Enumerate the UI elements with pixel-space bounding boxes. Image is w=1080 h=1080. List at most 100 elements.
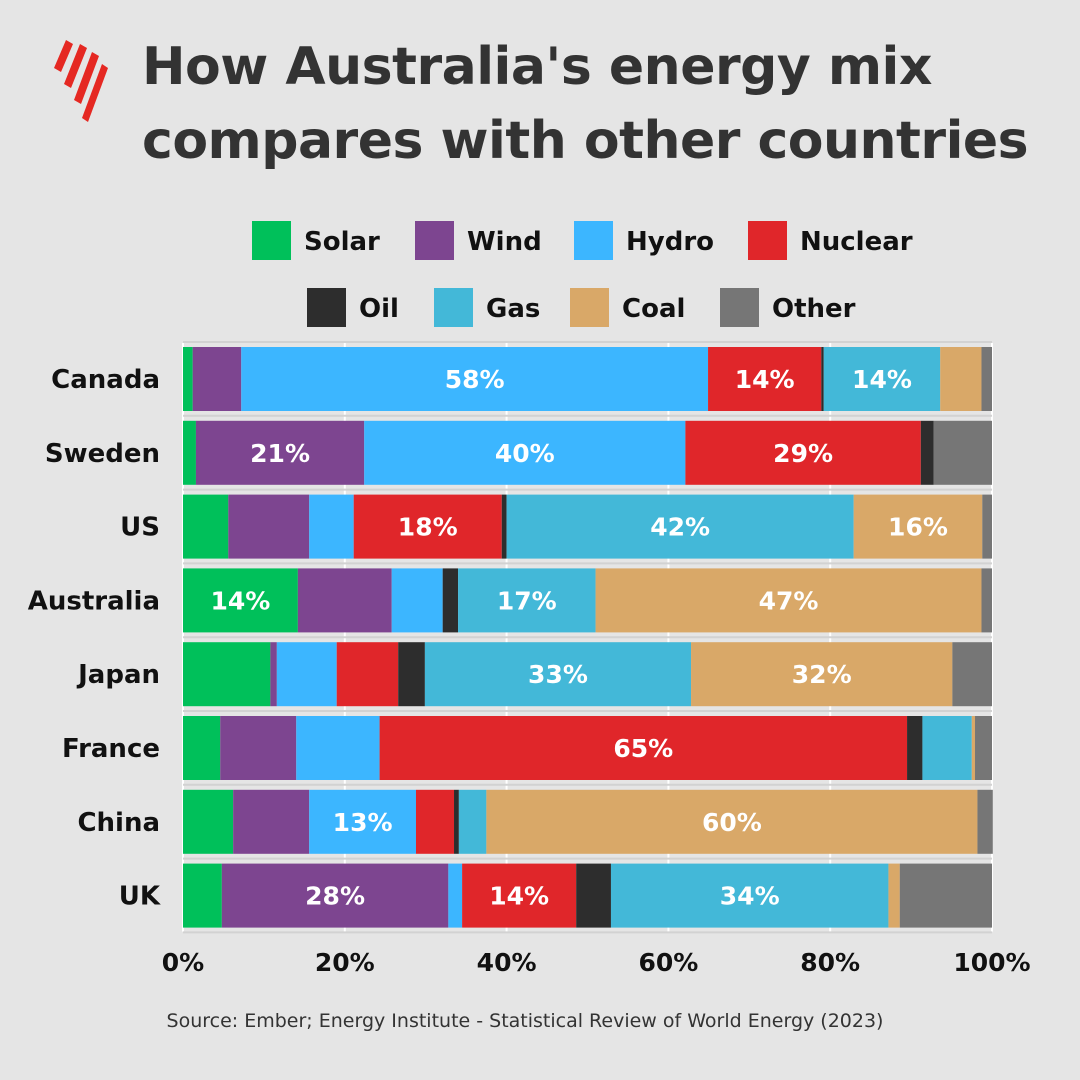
- legend-label-wind: Wind: [467, 227, 542, 257]
- bar-us-gas: [506, 494, 854, 559]
- data-labels: 58% 14% 14% 21% 40% 29% 18% 42% 16% 14% 17% 47% 33% 3…: [211, 365, 948, 911]
- bar-france-gas: [922, 716, 972, 780]
- legend-label-oil: Oil: [359, 294, 399, 324]
- bar-sweden-wind: [195, 420, 365, 485]
- bar-australia-other: [981, 568, 992, 633]
- bar-china-wind: [233, 789, 310, 854]
- bar-france-hydro: [296, 716, 380, 780]
- bar-canada-solar: [183, 347, 193, 411]
- legend-swatch-oil: [307, 288, 346, 327]
- title-line-1: How Australia's energy mix: [142, 37, 932, 97]
- data-label-france-nuclear: 65%: [613, 734, 673, 763]
- bar-france-wind: [220, 716, 297, 780]
- bar-japan-coal: [691, 642, 953, 707]
- data-label-us-gas: 42%: [650, 513, 710, 542]
- data-label-australia-coal: 47%: [759, 586, 819, 615]
- legend-swatch-gas: [434, 288, 473, 327]
- bar-uk-wind: [221, 863, 449, 928]
- data-label-uk-gas: 34%: [720, 882, 780, 911]
- x-tick-label: 80%: [800, 948, 860, 977]
- legend-swatch-nuclear: [748, 221, 787, 260]
- legend-label-other: Other: [772, 294, 856, 324]
- bar-china-oil: [454, 789, 459, 854]
- legend-swatch-solar: [252, 221, 291, 260]
- bar-sweden-nuclear: [685, 420, 921, 485]
- bar-china-nuclear: [415, 789, 455, 854]
- bar-uk-nuclear: [462, 863, 577, 928]
- x-axis-ticks: 0% 20% 40% 60% 80% 100%: [162, 948, 1031, 977]
- bar-uk-hydro: [448, 863, 463, 928]
- x-tick-label: 40%: [477, 948, 537, 977]
- bar-australia-solar: [183, 568, 298, 633]
- bar-france-oil: [907, 716, 923, 780]
- legend-swatch-hydro: [574, 221, 613, 260]
- bar-uk-solar: [183, 863, 222, 928]
- bar-australia-oil: [442, 568, 459, 633]
- x-tick-label: 20%: [315, 948, 375, 977]
- bar-australia-hydro: [391, 568, 443, 633]
- bar-japan-nuclear: [336, 642, 399, 707]
- bar-australia-gas: [458, 568, 596, 633]
- data-label-uk-wind: 28%: [305, 882, 365, 911]
- bar-canada-coal: [940, 347, 982, 411]
- bar-us-hydro: [309, 494, 354, 559]
- bar-china-coal: [486, 789, 978, 854]
- legend-label-hydro: Hydro: [626, 227, 714, 257]
- category-label-us: US: [120, 513, 160, 543]
- data-label-sweden-hydro: 40%: [495, 439, 555, 468]
- data-label-uk-nuclear: 14%: [489, 882, 549, 911]
- bar-sweden-oil: [920, 420, 934, 485]
- category-label-china: China: [77, 808, 160, 838]
- bar-canada-wind: [192, 347, 242, 411]
- bar-us-wind: [228, 494, 310, 559]
- data-label-canada-nuclear: 14%: [735, 365, 795, 394]
- data-label-canada-hydro: 58%: [445, 365, 505, 394]
- bar-france-nuclear: [379, 716, 908, 780]
- bar-sweden-solar: [183, 420, 196, 485]
- bar-us-coal: [853, 494, 983, 559]
- data-label-japan-gas: 33%: [528, 660, 588, 689]
- bar-us-other: [982, 494, 992, 559]
- bar-china-other: [977, 789, 993, 854]
- category-label-france: France: [62, 734, 160, 764]
- x-tick-label: 60%: [638, 948, 698, 977]
- category-label-uk: UK: [119, 882, 161, 912]
- bar-canada-nuclear: [708, 347, 822, 411]
- bar-canada-hydro: [241, 347, 709, 411]
- legend-label-coal: Coal: [622, 294, 685, 324]
- category-label-australia: Australia: [28, 586, 160, 616]
- sbs-logo-icon: [54, 40, 108, 122]
- data-label-japan-coal: 32%: [792, 660, 852, 689]
- bar-uk-other: [899, 863, 992, 928]
- x-tick-label: 100%: [953, 948, 1030, 977]
- bar-uk-coal: [888, 863, 900, 928]
- data-label-canada-gas: 14%: [852, 365, 912, 394]
- bar-japan-solar: [183, 642, 271, 707]
- source-note: Source: Ember; Energy Institute - Statis…: [166, 1010, 884, 1032]
- bar-japan-gas: [424, 642, 692, 707]
- bar-france-solar: [183, 716, 221, 780]
- category-labels: Canada Sweden US Australia Japan France China U…: [28, 365, 161, 912]
- bar-china-gas: [458, 789, 487, 854]
- bar-us-nuclear: [353, 494, 502, 559]
- bar-australia-wind: [297, 568, 392, 633]
- legend-swatch-other: [720, 288, 759, 327]
- bar-canada-other: [981, 347, 992, 411]
- data-label-australia-solar: 14%: [211, 586, 271, 615]
- legend: Solar Wind Hydro Nuclear Oil Gas Coal Other: [252, 221, 913, 327]
- category-label-japan: Japan: [76, 660, 160, 690]
- bar-china-hydro: [309, 789, 416, 854]
- data-label-sweden-nuclear: 29%: [773, 439, 833, 468]
- title-line-2: compares with other countries: [142, 111, 1029, 171]
- legend-swatch-wind: [415, 221, 454, 260]
- bar-sweden-other: [933, 420, 992, 485]
- bar-sweden-hydro: [364, 420, 686, 485]
- data-label-china-hydro: 13%: [333, 808, 393, 837]
- data-label-sweden-wind: 21%: [250, 439, 310, 468]
- legend-label-solar: Solar: [304, 227, 380, 257]
- bar-us-oil: [501, 494, 507, 559]
- bar-canada-oil: [821, 347, 824, 411]
- bar-australia-coal: [595, 568, 982, 633]
